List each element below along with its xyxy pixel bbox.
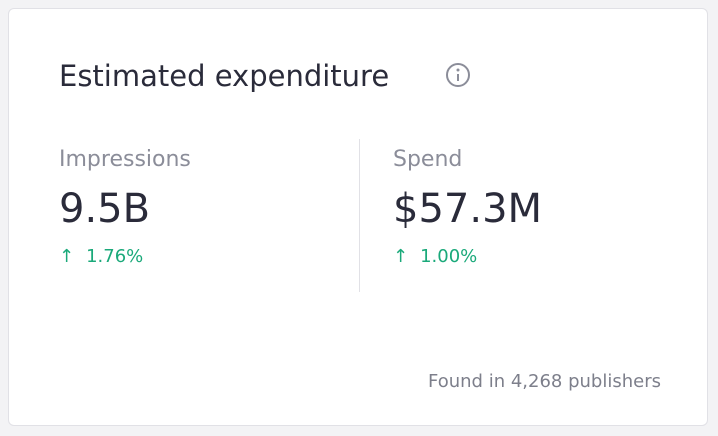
metric: Spend $57.3M ↑ 1.00% [393, 147, 542, 267]
expenditure-card: Estimated expenditure Impressions 9.5B ↑… [8, 8, 708, 426]
footer-note: Found in 4,268 publishers [428, 371, 661, 392]
metric-value: 9.5B [59, 186, 151, 232]
change-value: 1.00% [420, 246, 478, 267]
divider [359, 139, 360, 292]
metric-value: $57.3M [393, 186, 543, 232]
metric-change: ↑ 1.76% [59, 246, 144, 267]
metric-label: Spend [393, 147, 463, 172]
metric: Impressions 9.5B ↑ 1.76% [59, 147, 191, 267]
metric-change: ↑ 1.00% [393, 246, 478, 267]
metric-label: Impressions [59, 147, 191, 172]
change-value: 1.76% [86, 246, 144, 267]
info-icon[interactable] [445, 62, 471, 88]
card-title: Estimated expenditure [59, 59, 390, 93]
